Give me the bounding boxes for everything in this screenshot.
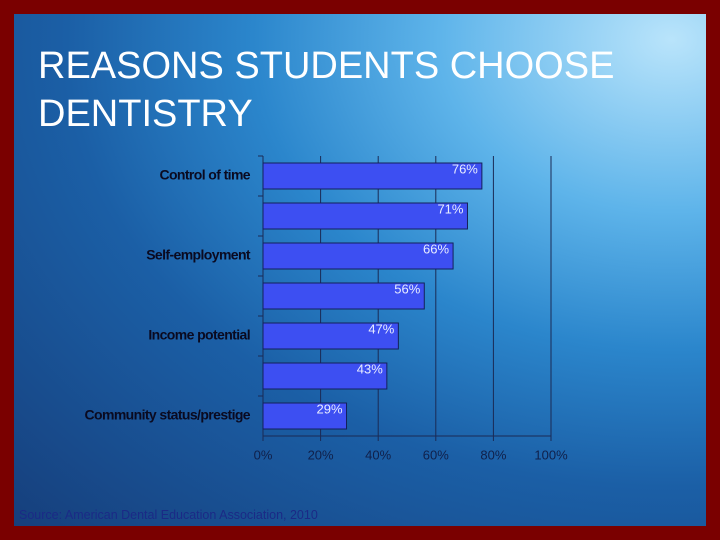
y-tick-label: Income potential	[148, 327, 250, 343]
bar	[262, 402, 348, 430]
value-label: 29%	[316, 401, 342, 416]
value-label: 47%	[368, 321, 394, 336]
x-tick-label: 100%	[534, 447, 568, 462]
x-tick-label: 40%	[365, 447, 391, 462]
y-tick-label: Control of time	[159, 167, 250, 183]
bar	[262, 202, 468, 230]
value-label: 43%	[357, 361, 383, 376]
y-tick-label: Self-employment	[146, 247, 251, 263]
x-tick-label: 0%	[254, 447, 273, 462]
bar	[262, 322, 399, 350]
value-label: 71%	[437, 201, 463, 216]
value-label: 56%	[394, 281, 420, 296]
x-tick-label: 60%	[423, 447, 449, 462]
source-note: Source: American Dental Education Associ…	[19, 508, 318, 522]
bar	[262, 362, 388, 390]
slide-title: REASONS STUDENTS CHOOSE DENTISTRY	[38, 45, 615, 135]
value-label: 66%	[423, 241, 449, 256]
bar	[262, 242, 454, 270]
x-tick-label: 20%	[308, 447, 334, 462]
x-tick-label: 80%	[480, 447, 506, 462]
bar	[262, 282, 425, 310]
bar	[262, 162, 483, 190]
y-tick-label: Community status/prestige	[85, 407, 251, 423]
slide-background: REASONS STUDENTS CHOOSE DENTISTRY Source…	[14, 14, 706, 526]
value-label: 76%	[452, 161, 478, 176]
